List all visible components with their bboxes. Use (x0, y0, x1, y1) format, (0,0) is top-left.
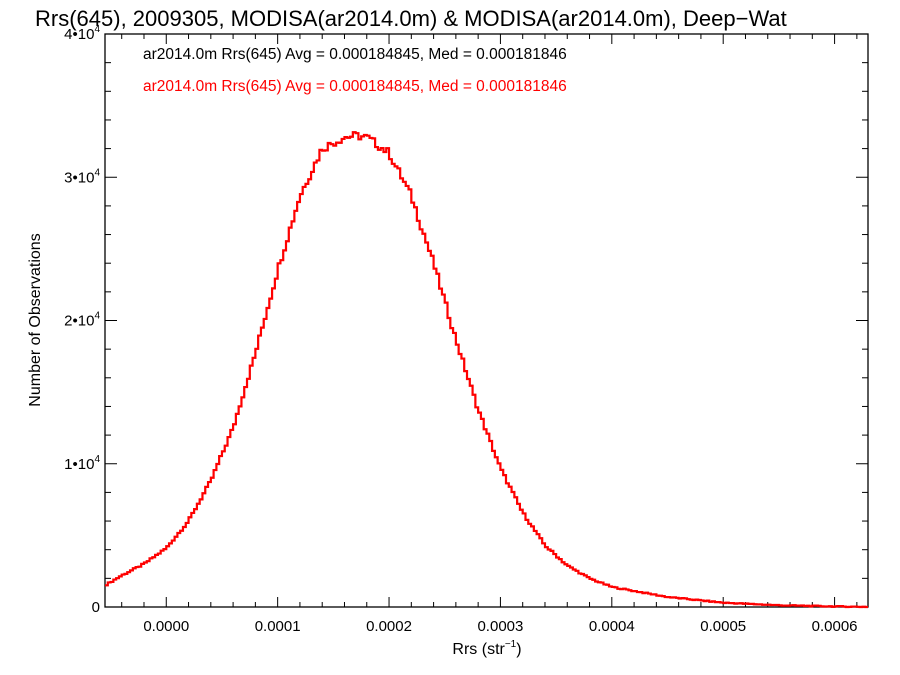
legend-entry-1: ar2014.0m Rrs(645) Avg = 0.000184845, Me… (143, 46, 567, 63)
y-tick-label: 2•104 (64, 311, 100, 330)
x-tick-label: 0.0003 (477, 618, 523, 635)
plot-frame (104, 33, 869, 608)
x-tick-label: 0.0005 (700, 618, 746, 635)
legend-entry-2: ar2014.0m Rrs(645) Avg = 0.000184845, Me… (143, 78, 567, 95)
x-axis-label: Rrs (str−1) (452, 639, 521, 658)
y-tick-label: 1•104 (64, 454, 100, 473)
y-axis-label: Number of Observations (27, 233, 44, 406)
y-tick-label: 3•104 (64, 167, 100, 186)
y-tick-label: 0 (92, 599, 100, 616)
series-layer (105, 131, 868, 609)
x-tick-label: 0.0004 (589, 618, 635, 635)
x-tick-label: 0.0001 (255, 618, 301, 635)
y-axis: 0 1•104 2•104 3•104 4•104 (64, 24, 868, 616)
series-line-2 (105, 131, 868, 609)
series-line-1 (105, 131, 868, 608)
chart-title: Rrs(645), 2009305, MODISA(ar2014.0m) & M… (35, 6, 787, 31)
y-tick-label: 4•104 (64, 24, 100, 43)
x-tick-label: 0.0006 (812, 618, 858, 635)
x-tick-label: 0.0000 (143, 618, 189, 635)
x-tick-label: 0.0002 (366, 618, 412, 635)
x-axis: 0.0000 0.0001 0.0002 0.0003 0.0004 0.0005 0.00… (121, 34, 858, 635)
